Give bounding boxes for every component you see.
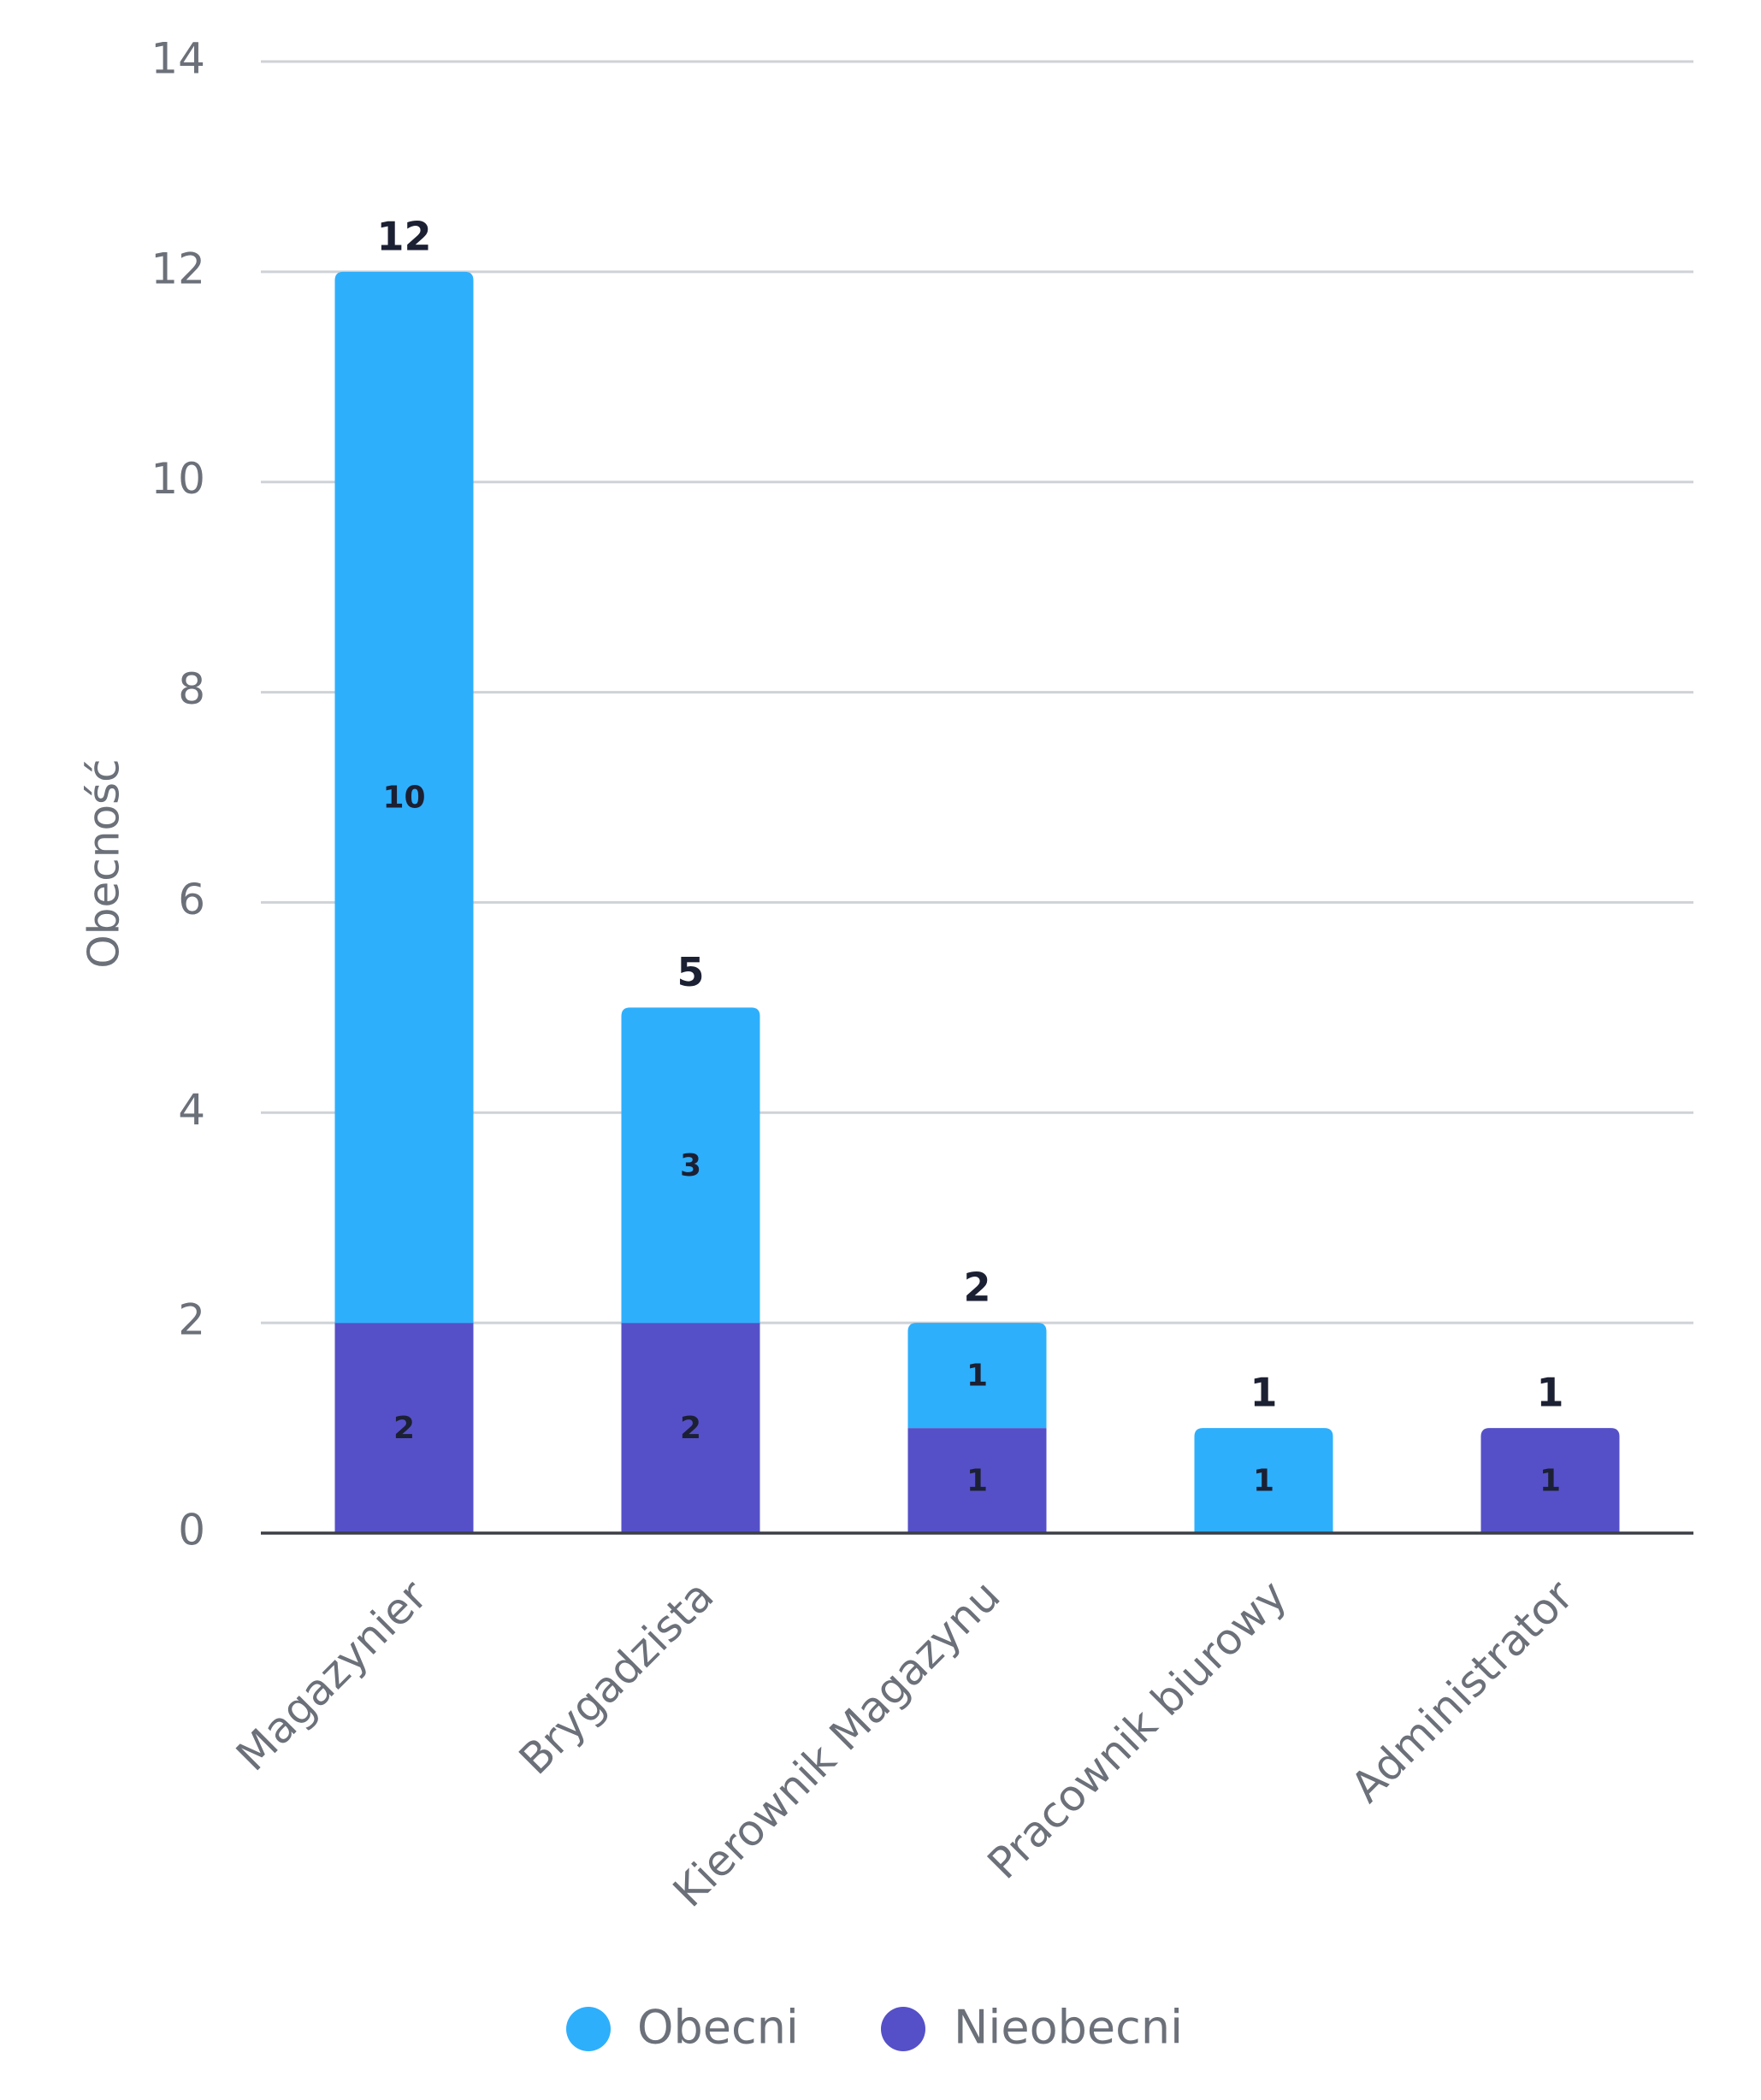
bar-segment-obecni (1194, 1428, 1333, 1533)
x-category-label: Administrator (1341, 1571, 1582, 1812)
legend-label-obecni: Obecni (637, 2001, 799, 2055)
x-category-label: Kierownik Magazynu (664, 1571, 1010, 1917)
bar-segment-nieobecni (621, 1323, 760, 1533)
legend: Obecni Nieobecni (566, 2001, 1183, 2055)
legend-swatch-nieobecni (881, 2007, 925, 2051)
total-value-label: 1 (1250, 1370, 1277, 1416)
bars (334, 271, 1620, 1533)
y-tick-label: 0 (178, 1506, 205, 1555)
gridlines (261, 60, 1693, 1324)
segment-value-label: 3 (680, 1148, 701, 1183)
y-tick-label: 4 (178, 1085, 205, 1135)
segment-value-label: 2 (680, 1411, 701, 1446)
bar-segment-nieobecni (1480, 1428, 1620, 1533)
bar-segment-obecni (907, 1323, 1047, 1429)
bar-segment-nieobecni (334, 1323, 474, 1533)
x-category-label: Pracownik biurowy (978, 1571, 1297, 1889)
bar-segment-obecni (334, 271, 474, 1324)
segment-value-label: 10 (382, 781, 425, 816)
segment-value-label: 1 (1539, 1464, 1561, 1499)
y-axis-title: Obecność (80, 758, 129, 968)
y-axis-ticks: 0 2 4 6 8 10 12 14 (151, 34, 205, 1555)
legend-label-nieobecni: Nieobecni (954, 2001, 1183, 2055)
y-tick-label: 8 (178, 664, 205, 714)
segment-value-label: 1 (966, 1359, 988, 1394)
legend-swatch-obecni (566, 2007, 611, 2051)
x-category-label: Brygadzista (510, 1571, 724, 1784)
bar-segment-nieobecni (907, 1428, 1047, 1533)
y-tick-label: 10 (151, 454, 205, 504)
bar-segment-obecni (621, 1007, 760, 1324)
segment-value-label: 1 (1253, 1464, 1274, 1499)
segment-value-label: 1 (966, 1464, 988, 1499)
total-value-label: 5 (677, 949, 704, 995)
total-value-label: 1 (1536, 1370, 1563, 1416)
total-value-label: 12 (376, 213, 431, 259)
total-value-label: 2 (963, 1265, 990, 1311)
y-tick-label: 14 (151, 34, 205, 84)
y-tick-label: 2 (178, 1295, 205, 1345)
segment-value-label: 2 (393, 1411, 415, 1446)
y-tick-label: 6 (178, 875, 205, 924)
x-category-label: Magazynier (227, 1571, 437, 1781)
y-tick-label: 12 (151, 244, 205, 293)
